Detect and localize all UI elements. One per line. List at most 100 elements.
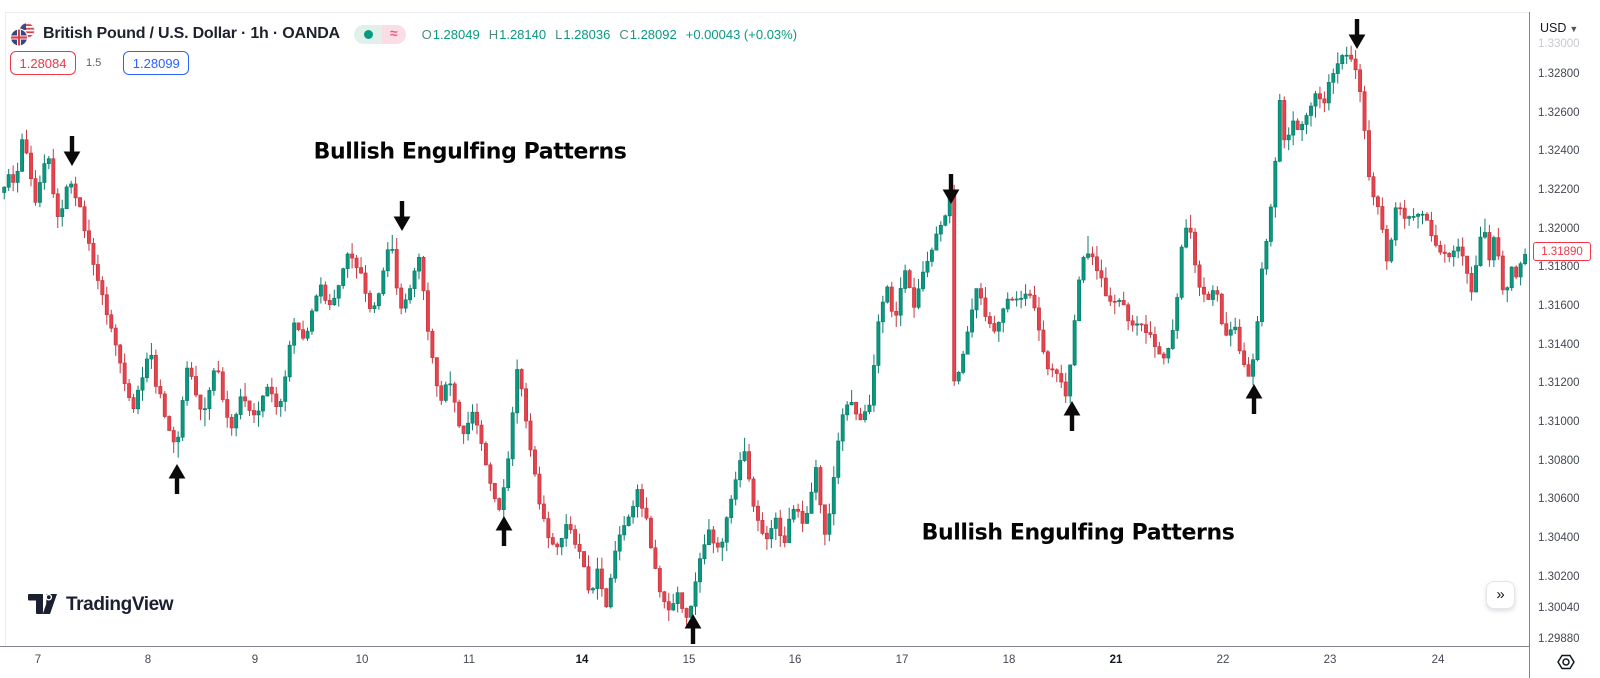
- candle-body: [287, 344, 292, 378]
- candle-body: [265, 386, 270, 397]
- currency-dropdown[interactable]: USD ▼: [1540, 21, 1578, 35]
- candle-body: [1157, 346, 1162, 355]
- candle-body: [1451, 250, 1456, 258]
- candle-body: [167, 416, 172, 431]
- candle-body: [1126, 304, 1131, 322]
- candle-body: [604, 588, 609, 608]
- candle-body: [1228, 329, 1233, 336]
- candle-body: [1349, 54, 1354, 60]
- candle-body: [1054, 369, 1059, 374]
- candle-body: [412, 270, 417, 289]
- axis-settings-gear-icon[interactable]: [1555, 651, 1577, 673]
- candle-body: [698, 558, 702, 583]
- expand-panel-button[interactable]: »: [1486, 581, 1515, 609]
- arrow-down-icon: [393, 201, 411, 231]
- candle-body: [613, 550, 618, 579]
- candle-body: [840, 414, 845, 442]
- sell-bid-button[interactable]: 1.28084: [10, 51, 76, 75]
- symbol-title[interactable]: British Pound / U.S. Dollar · 1h · OANDA: [43, 25, 340, 42]
- candle-body: [1148, 332, 1153, 335]
- candle-body: [1112, 300, 1117, 303]
- close-label: C: [619, 26, 629, 42]
- candle-body: [296, 322, 301, 331]
- candle-body: [1447, 253, 1452, 258]
- candle-body: [1144, 324, 1148, 333]
- candle-body: [515, 369, 520, 414]
- candle-body: [934, 233, 939, 251]
- candle-body: [176, 436, 181, 443]
- candle-body: [845, 404, 850, 416]
- candle-body: [617, 534, 622, 552]
- tradingview-logo-mark-icon: [28, 594, 57, 614]
- spread-value: 1.5: [86, 57, 102, 69]
- candle-body: [952, 193, 957, 382]
- candle-body: [559, 537, 564, 548]
- candle-body: [1152, 334, 1157, 347]
- candle-body: [78, 197, 82, 207]
- candle-body: [95, 264, 100, 281]
- candle-body: [702, 544, 707, 560]
- delayed-approx-icon: ≈: [389, 25, 398, 41]
- candle-body: [671, 603, 676, 611]
- candle-body: [60, 208, 65, 217]
- candle-body: [341, 268, 346, 286]
- candle-body: [336, 285, 341, 299]
- time-tick: 11: [463, 654, 475, 666]
- candle-body: [626, 516, 631, 526]
- candle-body: [1103, 277, 1108, 297]
- candle-body: [586, 566, 591, 591]
- price-axis[interactable]: USD ▼ 1.33000 1.32800 1.32600 1.32400 1.322…: [1529, 12, 1600, 646]
- market-status-pill[interactable]: ≈: [353, 24, 406, 44]
- time-tick: 16: [788, 654, 802, 666]
- candle-body: [430, 330, 435, 358]
- time-tick: 9: [251, 654, 259, 666]
- candle-body: [1353, 58, 1358, 71]
- candle-body: [1335, 63, 1340, 74]
- price-tick: 1.32600: [1538, 107, 1580, 119]
- candle-body: [238, 396, 243, 415]
- candle-body: [510, 412, 515, 460]
- candle-body: [1175, 297, 1180, 331]
- candle-body: [189, 367, 194, 377]
- time-tick: 15: [682, 654, 696, 666]
- candle-body: [653, 547, 658, 569]
- ohlc-readout: O1.28049 H1.28140 L1.28036 C1.28092 +0.00043…: [422, 27, 797, 42]
- candle-body: [1090, 253, 1095, 258]
- candle-body: [363, 272, 368, 294]
- candle-body: [1184, 227, 1189, 248]
- candle-body: [1161, 353, 1166, 359]
- candle-body: [961, 353, 966, 373]
- candle-body: [260, 395, 265, 412]
- candle-body: [805, 513, 809, 524]
- time-tick: 24: [1431, 654, 1445, 666]
- candle-body: [15, 170, 20, 183]
- time-axis[interactable]: 7 8 9 10 11 14 15 16 17 18 21 22 23 24: [0, 646, 1600, 678]
- candle-body: [693, 581, 698, 607]
- candle-body: [171, 430, 176, 443]
- candle-body: [483, 443, 488, 466]
- candle-body: [421, 256, 426, 292]
- candle-body: [390, 249, 395, 251]
- candle-body: [809, 491, 814, 514]
- candle-body: [33, 178, 38, 203]
- candle-body: [1416, 214, 1420, 217]
- low-value: 1.28036: [563, 26, 611, 42]
- candle-body: [1019, 298, 1024, 300]
- tradingview-logo[interactable]: TradingView: [28, 594, 174, 616]
- buy-ask-button[interactable]: 1.28099: [123, 51, 190, 75]
- candle-body: [1135, 323, 1140, 326]
- candle-body: [1380, 206, 1385, 230]
- price-tick: 1.30800: [1538, 455, 1580, 467]
- candle-body: [37, 182, 42, 203]
- candle-body: [1482, 232, 1487, 238]
- candle-body: [1170, 330, 1175, 349]
- candle-body: [956, 372, 961, 382]
- candle-body: [1193, 231, 1197, 266]
- candle-body: [1028, 293, 1032, 296]
- candle-body: [452, 383, 457, 403]
- candle-body: [680, 592, 685, 609]
- candle-body: [983, 297, 988, 317]
- candle-body: [555, 543, 560, 548]
- candle-body: [1277, 100, 1282, 162]
